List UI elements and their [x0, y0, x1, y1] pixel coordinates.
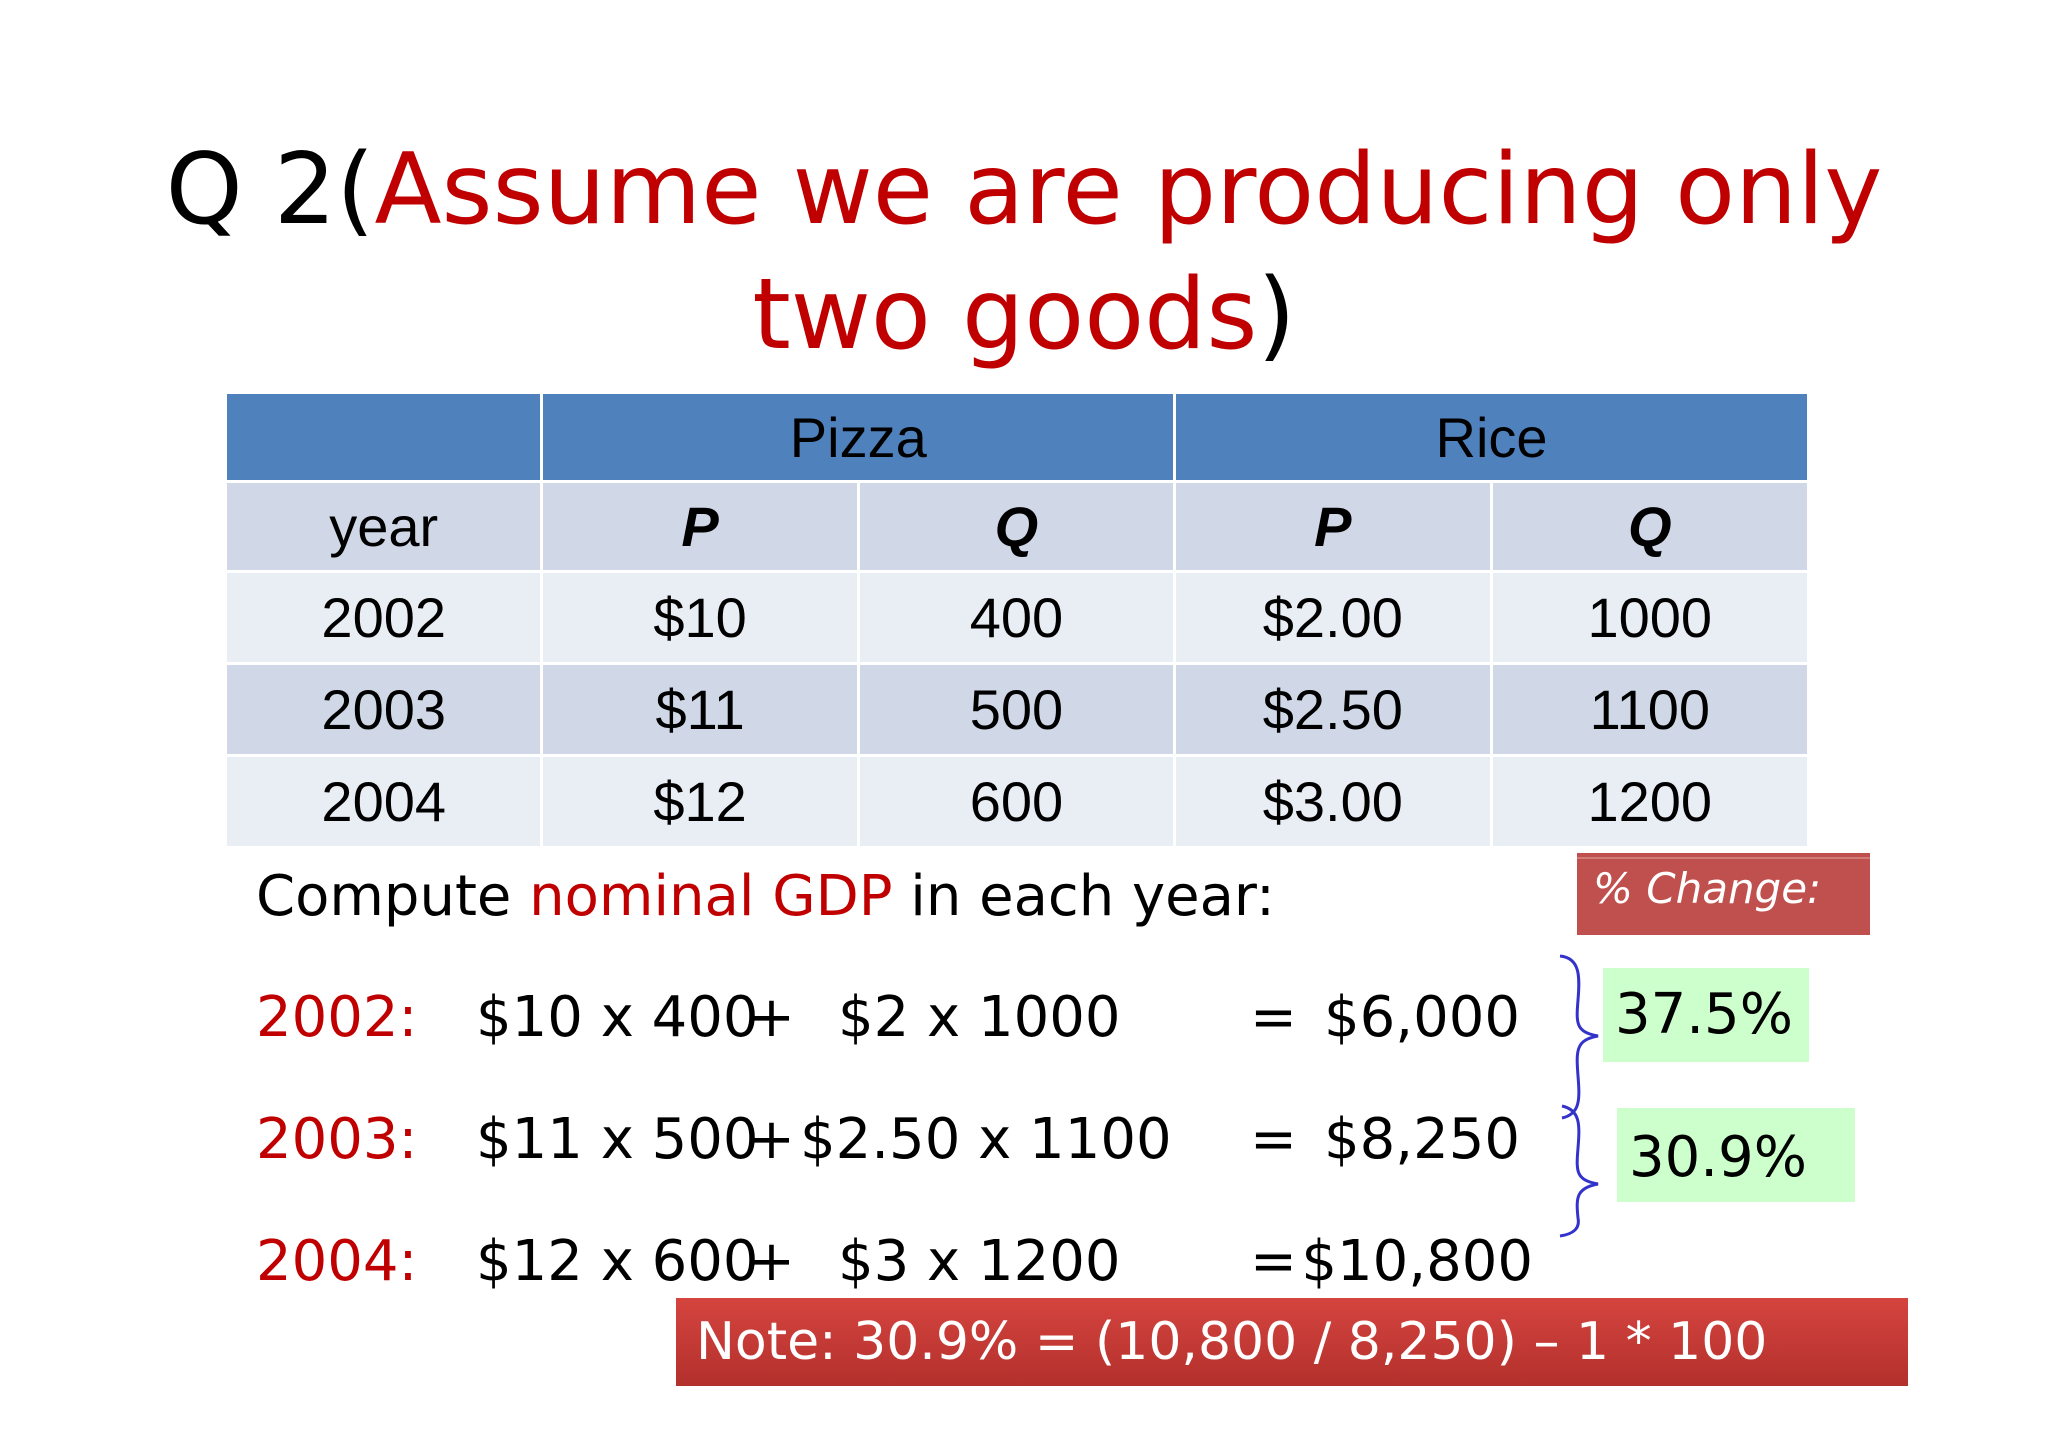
equation-year: 2004:: [256, 1229, 418, 1294]
table-cell: 2002: [223, 570, 544, 665]
table-cell: $2.00: [1173, 570, 1493, 665]
table-cell: 2003: [223, 662, 544, 757]
header-year: year: [223, 480, 544, 573]
equation-pizza-term: $12 x 600: [476, 1229, 759, 1294]
percent-change-2003-2004: 30.9%: [1617, 1108, 1855, 1202]
equation-plus: +: [748, 1107, 795, 1172]
title-open-paren: (: [336, 133, 375, 247]
equation-pizza-term: $11 x 500: [476, 1107, 759, 1172]
header-rice-quantity: Q: [1489, 480, 1811, 573]
equation-equals: =: [1250, 1229, 1297, 1294]
equation-row-2003: 2003: $11 x 500 + $2.50 x 1100 = $8,250: [0, 1100, 2048, 1180]
table-cell: 1000: [1489, 570, 1811, 665]
table-cell: 1200: [1489, 754, 1811, 849]
slide-title: Q 2(Assume we are producing only two goo…: [0, 128, 2048, 378]
compute-highlight: nominal GDP: [529, 864, 893, 929]
compute-prefix: Compute: [256, 864, 530, 929]
table-cell: 2004: [223, 754, 544, 849]
table-cell: $11: [540, 662, 860, 757]
table-row: 2003 $11 500 $2.50 1100: [223, 662, 1811, 757]
header-pizza: Pizza: [540, 391, 1177, 483]
note-banner: Note: 30.9% = (10,800 / 8,250) – 1 * 100: [676, 1298, 1908, 1386]
equation-result: $10,800: [1301, 1229, 1533, 1294]
header-pizza-price: P: [540, 480, 860, 573]
percent-change-label: % Change:: [1577, 853, 1870, 935]
equation-result: $8,250: [1324, 1107, 1520, 1172]
title-line2: two goods): [0, 253, 2048, 378]
equation-plus: +: [748, 985, 795, 1050]
header-empty-cell: [223, 391, 544, 483]
title-red-line2: two goods: [752, 258, 1258, 372]
header-rice: Rice: [1173, 391, 1810, 483]
equation-rice-term: $2 x 1000: [838, 985, 1121, 1050]
table-row: 2002 $10 400 $2.00 1000: [223, 570, 1811, 665]
compute-suffix: in each year:: [892, 864, 1275, 929]
table-cell: $12: [540, 754, 860, 849]
title-close-paren: ): [1257, 258, 1296, 372]
title-prefix: Q 2: [165, 133, 337, 247]
equation-row-2004: 2004: $12 x 600 + $3 x 1200 = $10,800: [0, 1222, 2048, 1302]
equation-equals: =: [1250, 1107, 1297, 1172]
table-cell: 400: [856, 570, 1177, 665]
equation-row-2002: 2002: $10 x 400 + $2 x 1000 = $6,000: [0, 978, 2048, 1058]
table-cell: $2.50: [1173, 662, 1493, 757]
equation-rice-term: $2.50 x 1100: [800, 1107, 1172, 1172]
equation-year: 2002:: [256, 985, 418, 1050]
table-cell: 600: [856, 754, 1177, 849]
equation-rice-term: $3 x 1200: [838, 1229, 1121, 1294]
equation-equals: =: [1250, 985, 1297, 1050]
header-pizza-quantity: Q: [856, 480, 1177, 573]
compute-instruction: Compute nominal GDP in each year:: [256, 862, 1275, 932]
curly-brace-icon: [1559, 954, 1599, 1238]
equation-pizza-term: $10 x 400: [476, 985, 759, 1050]
table-cell: $10: [540, 570, 860, 665]
equation-plus: +: [748, 1229, 795, 1294]
header-rice-price: P: [1173, 480, 1493, 573]
table-cell: 500: [856, 662, 1177, 757]
percent-change-2002-2003: 37.5%: [1603, 968, 1809, 1062]
title-red-line1: Assume we are producing only: [374, 133, 1883, 247]
equation-year: 2003:: [256, 1107, 418, 1172]
table-row: 2004 $12 600 $3.00 1200: [223, 754, 1811, 849]
table-sub-header-row: year P Q P Q: [223, 480, 1811, 573]
price-quantity-table: Pizza Rice year P Q P Q 2002 $10 400 $2.…: [223, 391, 1811, 849]
table-cell: 1100: [1489, 662, 1811, 757]
table-group-header-row: Pizza Rice: [223, 391, 1810, 483]
equation-result: $6,000: [1324, 985, 1520, 1050]
table-cell: $3.00: [1173, 754, 1493, 849]
